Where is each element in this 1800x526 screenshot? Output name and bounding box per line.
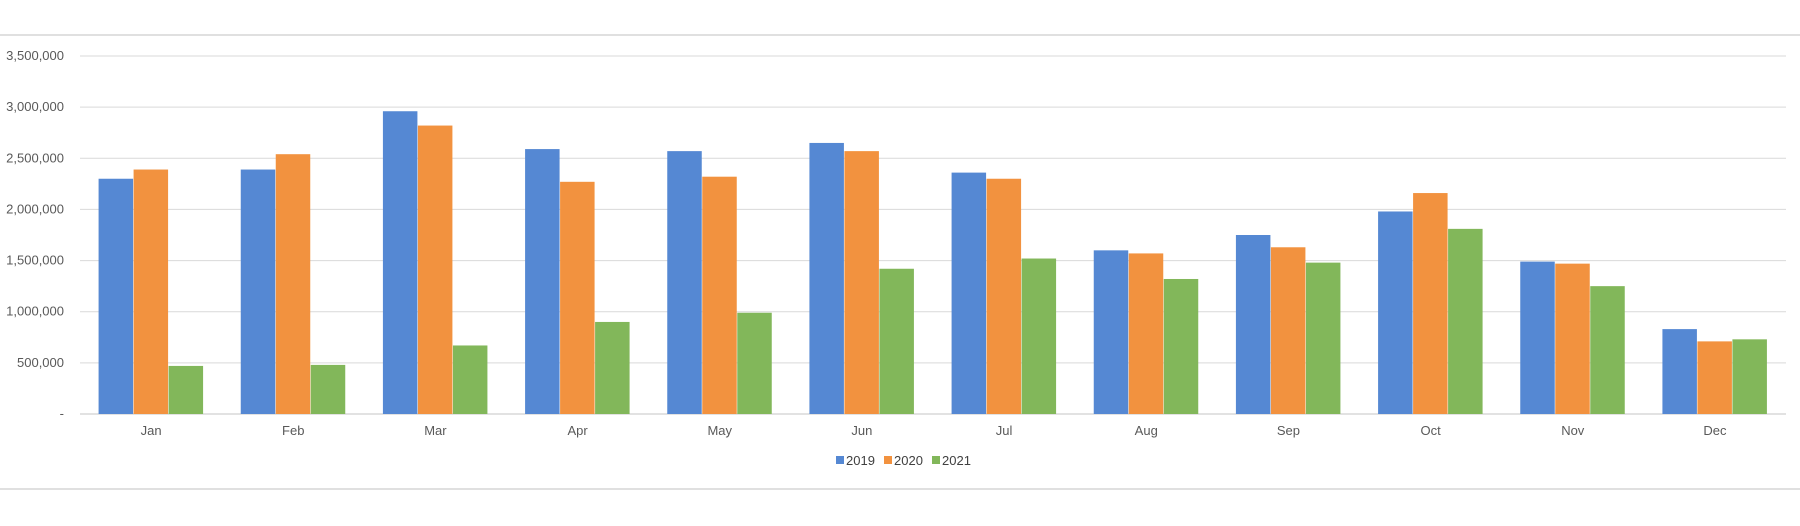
bottom-border <box>0 488 1800 490</box>
y-tick-label: 1,000,000 <box>6 304 64 319</box>
bar-2021-aug <box>1163 278 1199 414</box>
bar-2021-jul <box>1021 258 1057 414</box>
bar-2021-jan <box>168 365 204 414</box>
legend-swatch-2020 <box>884 456 892 464</box>
bar-2020-jul <box>986 178 1022 414</box>
x-tick-label: Oct <box>1420 423 1441 438</box>
x-axis: Jan Feb Mar Apr May Jun Jul Aug Sep Oct Nov Dec <box>141 423 1727 438</box>
x-tick-label: Nov <box>1561 423 1585 438</box>
bar-2020-jan <box>133 169 169 414</box>
bar-2021-oct <box>1448 228 1483 414</box>
bar-2021-mar <box>452 345 488 414</box>
x-tick-label: Dec <box>1703 423 1727 438</box>
y-tick-label: 500,000 <box>17 355 64 370</box>
bar-2020-oct <box>1413 193 1448 414</box>
x-tick-label: May <box>707 423 732 438</box>
top-border <box>0 34 1800 36</box>
bar-2019-jan <box>98 178 134 414</box>
bar-2019-may <box>667 151 702 414</box>
bar-2021-jun <box>879 268 914 414</box>
x-tick-label: Aug <box>1135 423 1158 438</box>
bar-2019-apr <box>525 149 560 414</box>
bar-2020-sep <box>1270 247 1306 414</box>
y-tick-label: 3,000,000 <box>6 99 64 114</box>
legend-label-2021: 2021 <box>942 453 971 468</box>
x-tick-label: Sep <box>1277 423 1300 438</box>
gridlines <box>80 55 1786 364</box>
legend-swatch-2021 <box>932 456 940 464</box>
bar-2019-jul <box>951 172 987 414</box>
bar-2020-jun <box>844 151 879 414</box>
legend-swatch-2019 <box>836 456 844 464</box>
bar-2021-dec <box>1732 339 1767 414</box>
bar-2019-nov <box>1520 261 1555 414</box>
legend-label-2019: 2019 <box>846 453 875 468</box>
bar-2020-mar <box>417 125 453 414</box>
bar-2019-jun <box>809 142 844 414</box>
bar-2020-aug <box>1128 253 1164 414</box>
bar-2021-apr <box>595 321 630 414</box>
y-tick-label: 1,500,000 <box>6 253 64 268</box>
bar-2020-apr <box>560 181 595 414</box>
bar-2020-feb <box>275 154 311 415</box>
bar-2021-sep <box>1305 262 1341 414</box>
x-tick-label: Jan <box>141 423 162 438</box>
bar-2019-dec <box>1662 329 1697 414</box>
bar-2020-nov <box>1555 263 1590 414</box>
y-tick-label: 2,500,000 <box>6 150 64 165</box>
legend-label-2020: 2020 <box>894 453 923 468</box>
bar-2021-may <box>737 312 772 414</box>
x-tick-label: Apr <box>567 423 588 438</box>
x-tick-label: Jun <box>851 423 872 438</box>
bar-2020-may <box>702 176 737 414</box>
bar-2019-oct <box>1378 211 1413 414</box>
y-tick-label: 3,500,000 <box>6 48 64 63</box>
y-tick-label: 2,000,000 <box>6 201 64 216</box>
bar-2019-sep <box>1235 235 1271 414</box>
bar-2019-aug <box>1093 250 1129 414</box>
bars <box>98 111 1767 415</box>
bar-2019-feb <box>240 169 276 414</box>
x-tick-label: Mar <box>424 423 447 438</box>
legend: 2019 2020 2021 <box>836 453 971 468</box>
bar-2020-dec <box>1697 341 1732 414</box>
bar-2021-feb <box>310 364 346 414</box>
bar-2021-nov <box>1590 286 1625 414</box>
x-tick-label: Feb <box>282 423 304 438</box>
x-tick-label: Jul <box>996 423 1013 438</box>
y-tick-label: - <box>60 406 64 421</box>
bar-2019-mar <box>382 111 418 414</box>
y-axis: - 500,000 1,000,000 1,500,000 2,000,000 2,500… <box>6 48 1786 421</box>
